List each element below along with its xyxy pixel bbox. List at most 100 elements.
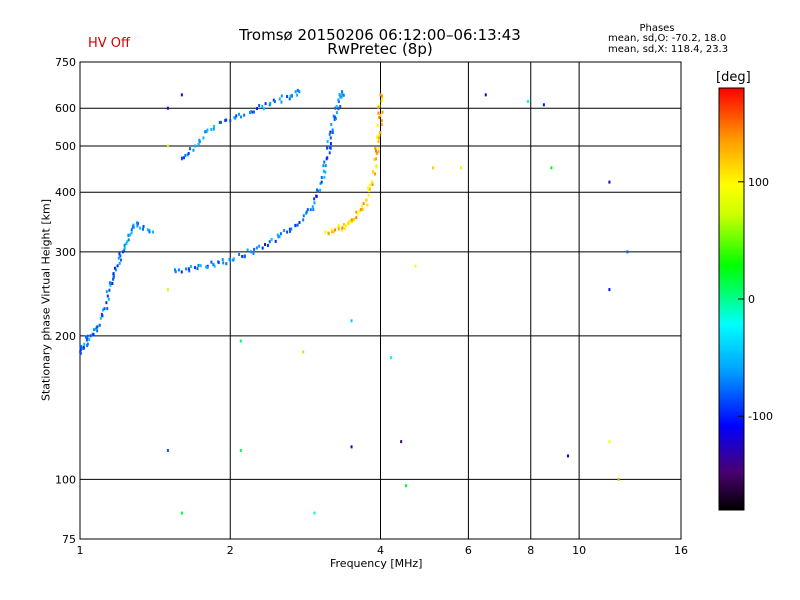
data-point bbox=[241, 254, 244, 258]
data-point bbox=[151, 230, 154, 234]
data-point bbox=[272, 98, 275, 102]
data-point bbox=[340, 95, 343, 99]
data-point bbox=[238, 252, 241, 256]
data-point bbox=[119, 258, 122, 262]
data-point bbox=[132, 223, 135, 227]
colorbar-ticks: 100 0 -100 bbox=[738, 176, 773, 423]
data-point bbox=[290, 227, 293, 231]
data-point bbox=[608, 440, 611, 444]
data-point bbox=[141, 227, 144, 231]
data-point bbox=[222, 261, 225, 265]
data-point bbox=[249, 250, 252, 254]
data-point bbox=[129, 233, 132, 237]
series-1 bbox=[173, 90, 345, 274]
data-point bbox=[105, 301, 108, 305]
data-point bbox=[324, 164, 327, 168]
data-point bbox=[326, 156, 329, 160]
data-point bbox=[312, 208, 315, 212]
data-point bbox=[106, 294, 109, 298]
data-point bbox=[567, 454, 570, 458]
data-point bbox=[111, 281, 114, 285]
data-point bbox=[371, 182, 374, 186]
data-point bbox=[356, 212, 359, 216]
data-points bbox=[79, 88, 629, 515]
data-point bbox=[377, 136, 380, 140]
data-point bbox=[432, 166, 435, 170]
data-point bbox=[379, 93, 382, 97]
data-point bbox=[237, 112, 240, 116]
data-point bbox=[130, 231, 133, 235]
data-point bbox=[280, 100, 283, 104]
data-point bbox=[109, 283, 112, 287]
data-point bbox=[323, 160, 326, 164]
data-point bbox=[136, 224, 139, 228]
data-point bbox=[329, 136, 332, 140]
data-point bbox=[348, 219, 351, 223]
data-point bbox=[187, 267, 190, 271]
data-point bbox=[329, 146, 332, 150]
data-point bbox=[123, 248, 126, 252]
data-point bbox=[380, 119, 383, 123]
data-point bbox=[290, 93, 293, 97]
data-point bbox=[484, 93, 487, 97]
grid-lines bbox=[79, 62, 682, 539]
data-point bbox=[105, 290, 108, 294]
data-point bbox=[367, 186, 370, 190]
data-point bbox=[366, 203, 369, 207]
data-point bbox=[219, 120, 222, 124]
data-point bbox=[197, 263, 200, 267]
data-point bbox=[180, 270, 183, 274]
data-point bbox=[377, 139, 380, 143]
data-point bbox=[324, 170, 327, 174]
data-point bbox=[341, 92, 344, 96]
x-axis-label: Frequency [MHz] bbox=[330, 557, 423, 570]
data-point bbox=[213, 124, 216, 128]
x-tick-label: 2 bbox=[227, 544, 234, 557]
data-point bbox=[131, 225, 134, 229]
data-point bbox=[232, 257, 235, 261]
data-point bbox=[381, 110, 384, 114]
data-point bbox=[315, 188, 318, 192]
data-point bbox=[127, 238, 130, 242]
chart-subtitle: RwPretec (8p) bbox=[327, 40, 433, 58]
data-point bbox=[280, 94, 283, 98]
data-point bbox=[276, 233, 279, 237]
data-point bbox=[185, 267, 188, 271]
data-point bbox=[368, 189, 371, 193]
axis-ticks: 1 2 4 6 8 10 16 75 100 200 300 400 500 600 750 bbox=[55, 56, 688, 557]
data-point bbox=[96, 325, 99, 329]
data-point bbox=[89, 334, 92, 338]
data-point bbox=[180, 93, 183, 97]
data-point bbox=[378, 116, 381, 120]
data-point bbox=[527, 99, 530, 103]
data-point bbox=[374, 147, 377, 151]
data-point bbox=[333, 117, 336, 121]
data-point bbox=[187, 151, 190, 155]
data-point bbox=[289, 229, 292, 233]
data-point bbox=[122, 250, 125, 254]
data-point bbox=[376, 124, 379, 128]
data-point bbox=[246, 248, 249, 252]
data-point bbox=[112, 274, 115, 278]
data-point bbox=[309, 208, 312, 212]
data-point bbox=[319, 188, 322, 192]
data-point bbox=[337, 227, 340, 231]
data-point bbox=[331, 128, 334, 132]
data-point bbox=[341, 228, 344, 232]
data-point bbox=[328, 132, 331, 136]
data-point bbox=[330, 122, 333, 126]
data-point bbox=[264, 242, 267, 246]
data-point bbox=[365, 198, 368, 202]
series-0 bbox=[79, 221, 154, 355]
data-point bbox=[86, 342, 89, 346]
data-point bbox=[108, 288, 111, 292]
data-point bbox=[268, 103, 271, 107]
data-point bbox=[379, 113, 382, 117]
data-point bbox=[102, 308, 105, 312]
data-point bbox=[320, 180, 323, 184]
y-tick-label: 500 bbox=[55, 140, 76, 153]
data-point bbox=[313, 201, 316, 205]
data-point bbox=[192, 148, 195, 152]
data-point bbox=[626, 250, 629, 254]
data-point bbox=[335, 105, 338, 109]
